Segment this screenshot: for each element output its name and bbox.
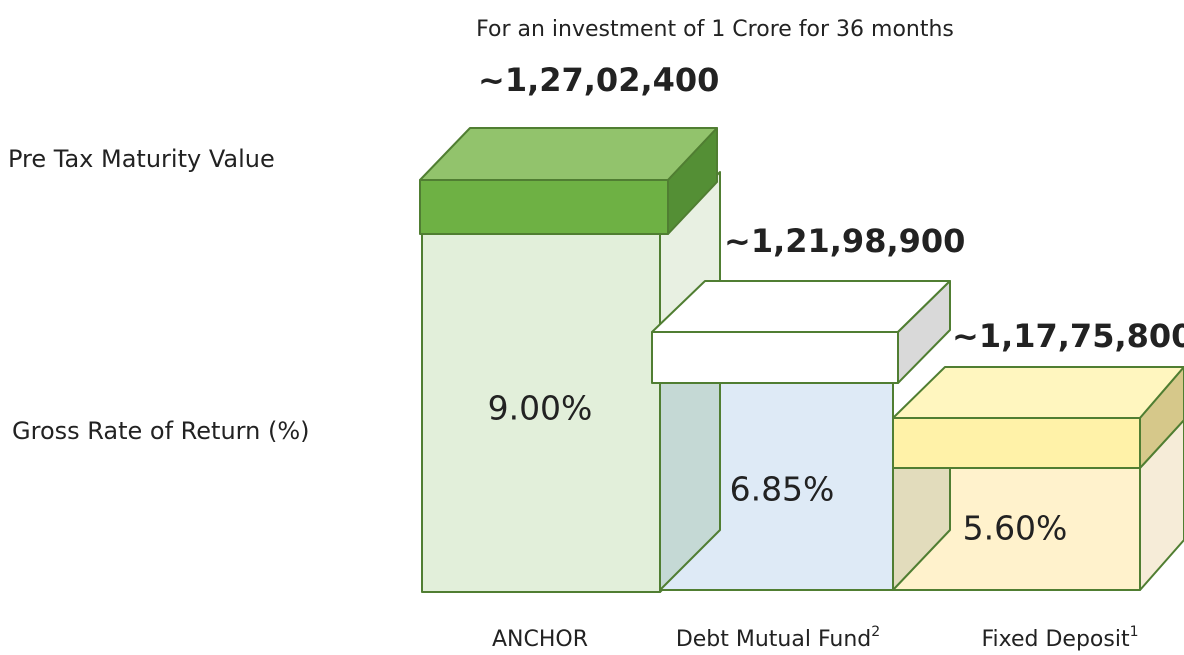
footnote-mark: 2 [871,624,880,640]
fd-cap-top [892,366,1184,419]
title: For an investment of 1 Crore for 36 mont… [476,17,954,42]
anchor-front [421,231,661,593]
category-label: Debt Mutual Fund2 [676,624,880,652]
fd-cap-front [892,417,1141,469]
category-name: Fixed Deposit [981,627,1129,652]
anchor-cap-top [419,127,718,181]
rate: 6.85% [730,470,835,509]
footnote-mark: 1 [1130,624,1139,640]
rate: 9.00% [488,389,593,428]
rate: 5.60% [963,509,1068,548]
debt-column [651,280,951,591]
category-label: ANCHOR [492,627,588,652]
row-label: Gross Rate of Return (%) [12,417,309,445]
maturity-value: ~1,17,75,800 [952,317,1184,355]
fd-column [892,366,1184,591]
category-label: Fixed Deposit1 [981,624,1138,652]
anchor-cap-front [419,179,669,235]
row-label: Pre Tax Maturity Value [8,145,275,173]
maturity-value: ~1,21,98,900 [724,222,965,260]
category-name: Debt Mutual Fund [676,627,871,652]
maturity-value: ~1,27,02,400 [478,61,719,99]
debt-cap-front [651,331,899,384]
anchor-column [419,127,721,593]
